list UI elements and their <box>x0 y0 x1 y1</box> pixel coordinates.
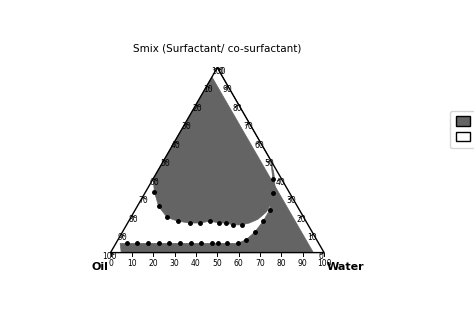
Text: 0: 0 <box>318 251 323 261</box>
Text: 0: 0 <box>219 66 223 76</box>
Legend: Clear area, Turbid area: Clear area, Turbid area <box>450 111 474 148</box>
Text: 30: 30 <box>182 122 191 131</box>
Text: 30: 30 <box>286 196 296 205</box>
Text: 60: 60 <box>149 178 159 186</box>
Text: 70: 70 <box>139 196 148 205</box>
Text: 70: 70 <box>255 259 265 268</box>
Text: 60: 60 <box>234 259 244 268</box>
Text: 80: 80 <box>128 215 138 224</box>
Text: 10: 10 <box>203 85 212 94</box>
Text: 50: 50 <box>160 159 170 168</box>
Text: 20: 20 <box>148 259 158 268</box>
Text: 50: 50 <box>212 259 222 268</box>
Text: Oil: Oil <box>91 262 109 272</box>
Text: 40: 40 <box>275 178 285 186</box>
Text: 100: 100 <box>317 259 331 268</box>
Text: 10: 10 <box>127 259 137 268</box>
Text: 60: 60 <box>254 140 264 150</box>
Text: Smix (Surfactant/ co-surfactant): Smix (Surfactant/ co-surfactant) <box>133 44 301 54</box>
Polygon shape <box>120 68 313 253</box>
Text: 90: 90 <box>298 259 308 268</box>
Text: 70: 70 <box>244 122 253 131</box>
Text: 100: 100 <box>211 66 226 76</box>
Text: 0: 0 <box>108 259 113 268</box>
Text: 80: 80 <box>233 104 242 112</box>
Text: 20: 20 <box>192 104 202 112</box>
Text: 50: 50 <box>265 159 274 168</box>
Text: 100: 100 <box>102 251 117 261</box>
Text: 10: 10 <box>308 233 317 242</box>
Text: Water: Water <box>326 262 364 272</box>
Text: 80: 80 <box>276 259 286 268</box>
Text: 90: 90 <box>118 233 127 242</box>
Text: 40: 40 <box>191 259 201 268</box>
Text: 90: 90 <box>222 85 232 94</box>
Text: 30: 30 <box>170 259 180 268</box>
Text: 40: 40 <box>171 140 181 150</box>
Text: 20: 20 <box>297 215 306 224</box>
